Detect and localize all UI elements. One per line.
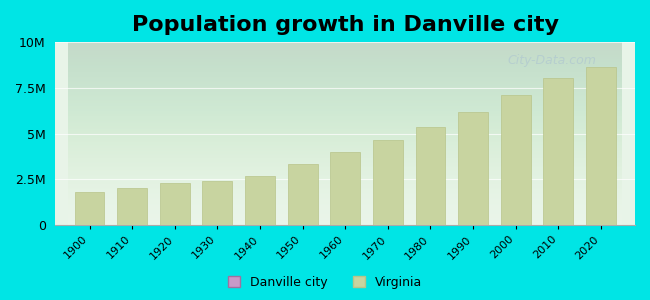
Bar [373, 140, 403, 225]
Legend: Danville city, Virginia: Danville city, Virginia [222, 271, 428, 294]
Bar [500, 95, 530, 225]
Bar [117, 188, 147, 225]
Bar [586, 67, 616, 225]
Bar [458, 112, 488, 225]
Bar [75, 192, 105, 225]
Bar [160, 183, 190, 225]
Text: City-Data.com: City-Data.com [508, 54, 597, 67]
Bar [203, 181, 232, 225]
Bar [415, 127, 445, 225]
Title: Population growth in Danville city: Population growth in Danville city [132, 15, 559, 35]
Bar [330, 152, 360, 225]
Bar [543, 78, 573, 225]
Bar [245, 176, 275, 225]
Bar [288, 164, 318, 225]
